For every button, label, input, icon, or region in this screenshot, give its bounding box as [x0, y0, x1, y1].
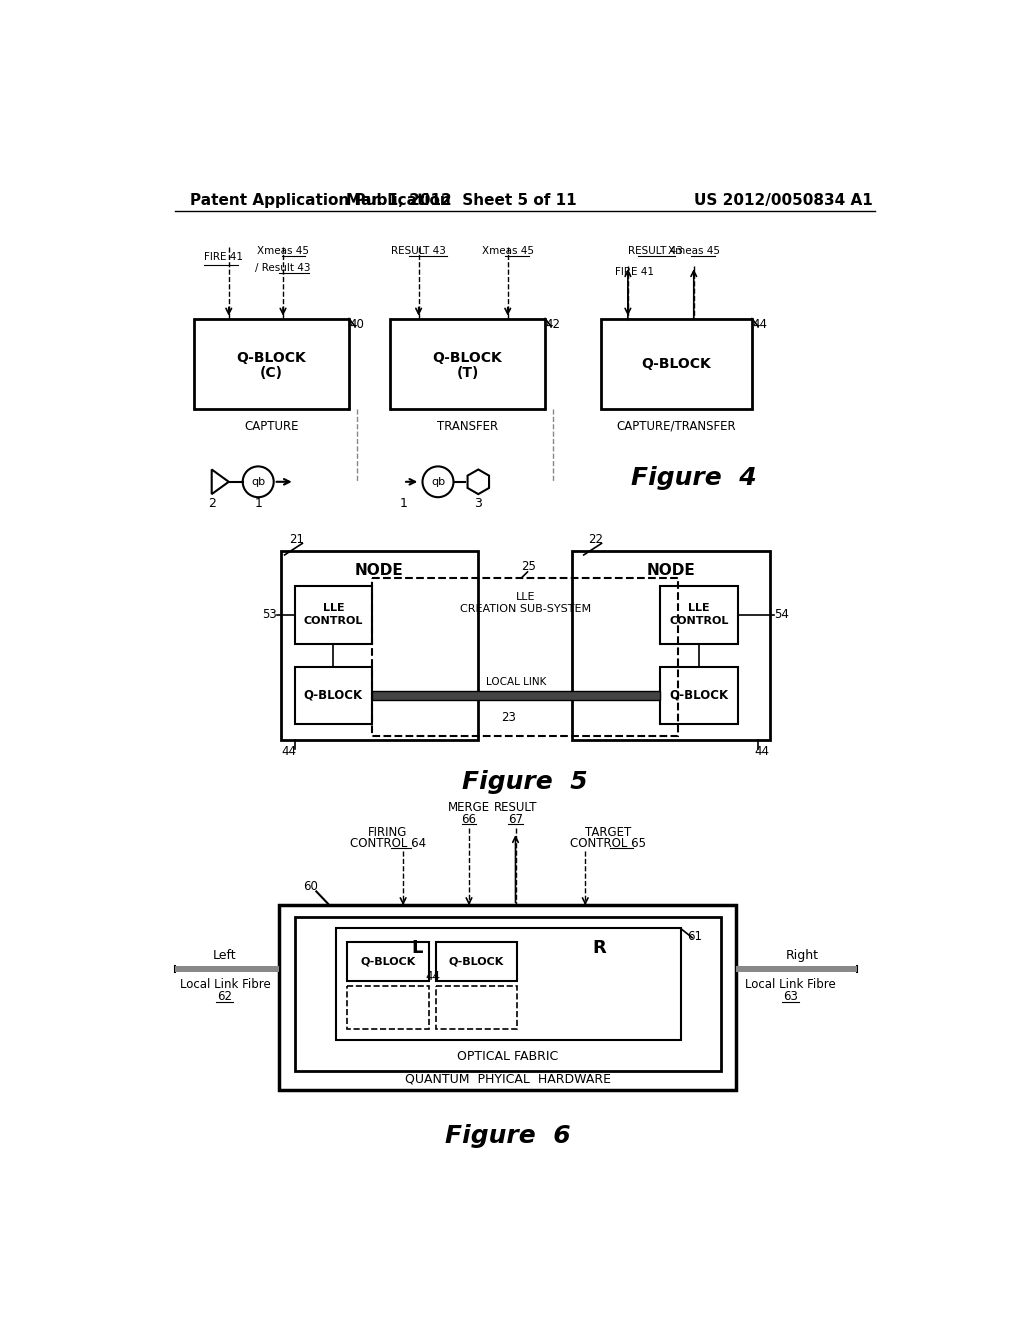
Text: Xmeas 45: Xmeas 45	[668, 246, 720, 256]
Text: CONTROL: CONTROL	[304, 616, 364, 626]
FancyBboxPatch shape	[295, 586, 372, 644]
Text: 22: 22	[588, 533, 603, 546]
Text: Xmeas 45: Xmeas 45	[481, 246, 534, 256]
Text: CONTROL: CONTROL	[670, 616, 729, 626]
Text: RESULT 43: RESULT 43	[391, 246, 446, 256]
Text: Patent Application Publication: Patent Application Publication	[190, 193, 451, 209]
Text: FIRE 41: FIRE 41	[614, 268, 653, 277]
Text: Q-BLOCK: Q-BLOCK	[641, 356, 712, 371]
Text: Xmeas 45: Xmeas 45	[257, 246, 309, 256]
Text: 62: 62	[217, 990, 232, 1003]
Text: CONTROL 64: CONTROL 64	[349, 837, 426, 850]
Text: 67: 67	[508, 813, 523, 825]
Text: 60: 60	[303, 879, 317, 892]
Text: Q-BLOCK: Q-BLOCK	[432, 351, 503, 364]
Text: Figure  4: Figure 4	[631, 466, 757, 490]
Text: 44: 44	[281, 744, 296, 758]
Text: CREATION SUB-SYSTEM: CREATION SUB-SYSTEM	[460, 603, 591, 614]
Text: Mar. 1, 2012  Sheet 5 of 11: Mar. 1, 2012 Sheet 5 of 11	[346, 193, 577, 209]
Text: Q-BLOCK: Q-BLOCK	[304, 689, 362, 702]
FancyBboxPatch shape	[390, 318, 545, 409]
Text: LLE: LLE	[688, 603, 710, 614]
FancyBboxPatch shape	[281, 552, 478, 739]
Text: qb: qb	[431, 477, 445, 487]
Text: Local Link Fibre: Local Link Fibre	[745, 978, 836, 991]
FancyBboxPatch shape	[572, 552, 770, 739]
Text: 25: 25	[521, 560, 537, 573]
Text: RESULT 43: RESULT 43	[628, 246, 683, 256]
FancyBboxPatch shape	[736, 966, 856, 973]
Text: FIRE 41: FIRE 41	[204, 252, 243, 261]
Text: MERGE: MERGE	[447, 801, 490, 814]
Text: Q-BLOCK: Q-BLOCK	[670, 689, 729, 702]
FancyBboxPatch shape	[295, 667, 372, 725]
Text: Local Link Fibre: Local Link Fibre	[179, 978, 270, 991]
Text: OPTICAL FABRIC: OPTICAL FABRIC	[457, 1051, 558, 1064]
Text: 61: 61	[687, 929, 702, 942]
Text: NODE: NODE	[355, 562, 403, 578]
Text: (C): (C)	[260, 366, 283, 380]
Text: TARGET: TARGET	[586, 825, 632, 838]
Text: 53: 53	[262, 609, 276, 622]
Text: FIRING: FIRING	[368, 825, 408, 838]
Text: Q-BLOCK: Q-BLOCK	[449, 957, 504, 966]
Text: 54: 54	[774, 609, 788, 622]
FancyBboxPatch shape	[660, 586, 738, 644]
Text: LLE: LLE	[323, 603, 344, 614]
Text: Figure  5: Figure 5	[462, 770, 588, 795]
Text: 63: 63	[783, 990, 798, 1003]
Text: R: R	[592, 939, 606, 957]
Text: CAPTURE: CAPTURE	[244, 420, 299, 433]
FancyBboxPatch shape	[336, 928, 681, 1040]
Text: 23: 23	[501, 710, 516, 723]
Text: 40: 40	[349, 318, 365, 331]
FancyBboxPatch shape	[347, 942, 429, 981]
FancyBboxPatch shape	[435, 942, 517, 981]
FancyBboxPatch shape	[280, 906, 736, 1090]
Text: qb: qb	[251, 477, 265, 487]
Text: 3: 3	[474, 496, 482, 510]
FancyBboxPatch shape	[194, 318, 349, 409]
Text: Left: Left	[213, 949, 237, 962]
FancyBboxPatch shape	[295, 917, 721, 1071]
Text: QUANTUM  PHYICAL  HARDWARE: QUANTUM PHYICAL HARDWARE	[404, 1072, 610, 1085]
Text: 2: 2	[208, 496, 216, 510]
Text: RESULT: RESULT	[494, 801, 538, 814]
Text: CAPTURE/TRANSFER: CAPTURE/TRANSFER	[616, 420, 736, 433]
Text: L: L	[412, 939, 423, 957]
Text: Figure  6: Figure 6	[445, 1125, 570, 1148]
Text: NODE: NODE	[646, 562, 695, 578]
Text: 42: 42	[545, 318, 560, 331]
Text: CONTROL 65: CONTROL 65	[570, 837, 646, 850]
Text: LLE: LLE	[515, 593, 535, 602]
Text: 44: 44	[425, 970, 440, 983]
Text: LOCAL LINK: LOCAL LINK	[486, 677, 547, 686]
Text: Q-BLOCK: Q-BLOCK	[360, 957, 416, 966]
FancyBboxPatch shape	[660, 667, 738, 725]
FancyBboxPatch shape	[174, 966, 280, 973]
Text: 66: 66	[462, 813, 476, 825]
Text: 44: 44	[752, 318, 767, 331]
Text: TRANSFER: TRANSFER	[437, 420, 498, 433]
FancyBboxPatch shape	[601, 318, 752, 409]
Text: (T): (T)	[457, 366, 478, 380]
Text: 44: 44	[755, 744, 769, 758]
Text: 1: 1	[399, 496, 408, 510]
Text: 1: 1	[254, 496, 262, 510]
Text: 21: 21	[289, 533, 304, 546]
Text: US 2012/0050834 A1: US 2012/0050834 A1	[693, 193, 872, 209]
Text: Q-BLOCK: Q-BLOCK	[237, 351, 306, 364]
FancyBboxPatch shape	[372, 690, 660, 700]
Text: / Result 43: / Result 43	[255, 263, 310, 273]
Text: Right: Right	[785, 949, 819, 962]
